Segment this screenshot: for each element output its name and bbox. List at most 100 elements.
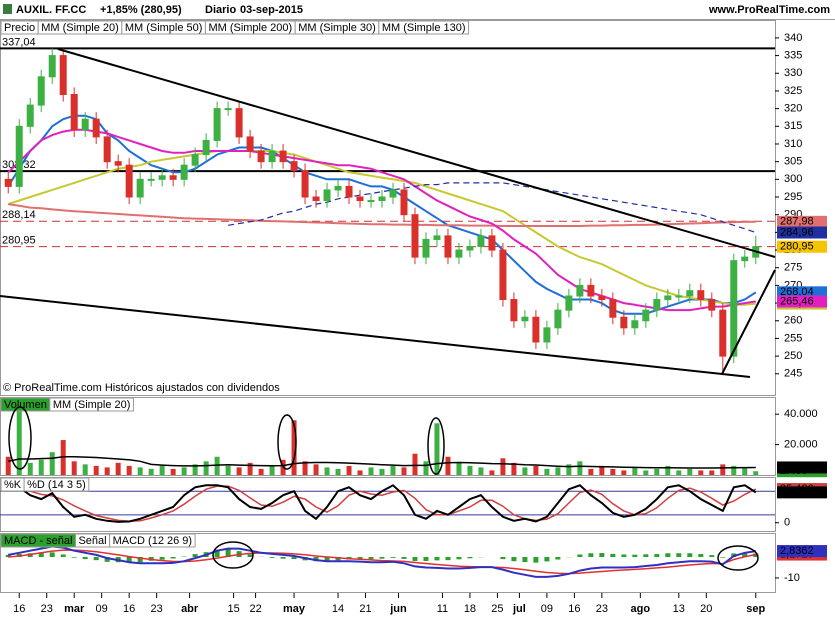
- candle-body: [389, 189, 397, 198]
- candle-body: [411, 214, 419, 258]
- legend-item: Señal: [74, 533, 111, 548]
- volume-bar: [346, 465, 352, 475]
- candle-body: [4, 178, 12, 187]
- volume-bar: [104, 467, 110, 475]
- legend-label: MACD (12 26 9): [113, 535, 192, 547]
- series-line: [8, 203, 756, 227]
- volume-bar: [225, 465, 231, 475]
- candle-body: [543, 327, 551, 343]
- candle-body: [290, 161, 298, 171]
- x-tick-label: 16: [568, 603, 580, 615]
- candle-body: [59, 55, 67, 95]
- volume-bar: [258, 468, 264, 475]
- candle-body: [70, 93, 78, 131]
- volume-bar: [71, 461, 77, 475]
- plot-layer: 2452502552602652702752802852902953003053…: [0, 20, 827, 615]
- histogram-bar: [610, 553, 616, 558]
- volume-bar: [159, 465, 165, 475]
- y-tick-label: 260: [784, 315, 802, 327]
- x-tick-label: 09: [541, 603, 553, 615]
- legend-label: Señal: [78, 535, 106, 547]
- histogram-bar: [467, 557, 473, 559]
- legend-item: %D (14 3 5): [23, 477, 90, 492]
- x-tick-label: 23: [151, 603, 163, 615]
- legend-label: %K: [4, 479, 22, 491]
- volume-bar: [126, 465, 132, 475]
- candle-body: [400, 189, 408, 216]
- volume-bar: [214, 456, 220, 475]
- histogram-bar: [49, 552, 55, 558]
- candle-body: [103, 136, 111, 163]
- legend-label: MM (Simple 30): [298, 22, 376, 34]
- candle-body: [444, 235, 452, 258]
- candle-body: [224, 108, 232, 111]
- volume-bar: [269, 465, 275, 475]
- app-icon: [3, 4, 12, 14]
- volume-bar: [544, 468, 550, 475]
- volume-bar: [687, 468, 693, 475]
- volume-bar: [16, 411, 22, 475]
- histogram-bar: [445, 557, 451, 561]
- candle-body: [422, 238, 430, 258]
- candle-body: [202, 139, 210, 156]
- candle-body: [279, 150, 287, 163]
- candle-body: [697, 290, 705, 301]
- y-tick-label: 320: [784, 103, 802, 115]
- candle-body: [653, 299, 661, 311]
- volume-bar: [170, 468, 176, 475]
- candle-body: [323, 189, 331, 202]
- candle-body: [609, 299, 617, 318]
- legend-item: MACD (12 26 9): [109, 533, 196, 548]
- volume-bar: [82, 464, 88, 475]
- legend-label: MM (Simple 50): [125, 22, 203, 34]
- histogram-bar: [621, 554, 627, 558]
- period: Diario: [205, 4, 236, 16]
- candle-body: [576, 284, 584, 297]
- histogram-bar: [665, 553, 671, 558]
- candle-body: [620, 316, 628, 329]
- volume-bar: [27, 462, 33, 475]
- candle-body: [268, 150, 276, 163]
- volume-bar: [632, 467, 638, 475]
- candle-body: [477, 235, 485, 248]
- volume-bar: [599, 465, 605, 475]
- volume-bar: [181, 467, 187, 475]
- histogram-bar: [247, 554, 253, 558]
- x-tick-label: abr: [181, 603, 199, 615]
- volume-bar: [665, 465, 671, 475]
- candle-body: [554, 309, 562, 329]
- x-tick-label: 18: [464, 603, 476, 615]
- histogram-bar: [632, 554, 638, 558]
- candle-body: [719, 309, 727, 357]
- x-tick-label: jun: [389, 603, 407, 615]
- candle-body: [235, 108, 243, 138]
- level-label: 280,95: [2, 235, 36, 247]
- candle-body: [708, 299, 716, 311]
- legend-label: MM (Simple 200): [208, 22, 292, 34]
- candle-body: [521, 316, 529, 322]
- end-label-box: [777, 486, 827, 499]
- histogram-bar: [93, 557, 99, 561]
- x-tick-label: ago: [631, 603, 651, 615]
- end-label-box: [777, 240, 827, 253]
- legend-box: [23, 477, 90, 492]
- histogram-bar: [269, 557, 275, 558]
- series-line: [7, 128, 756, 312]
- series-line: [8, 545, 756, 578]
- histogram-bar: [742, 553, 748, 558]
- y-tick-label: 0: [784, 517, 790, 529]
- candle-body: [488, 235, 496, 251]
- legend-label: Volumen: [4, 399, 47, 411]
- volume-bar: [467, 465, 473, 475]
- annotation-ellipse: [8, 406, 32, 470]
- candle-body: [301, 169, 309, 198]
- x-tick-label: sep: [746, 603, 765, 615]
- volume-bar: [390, 465, 396, 475]
- y-tick-label: 40.000: [784, 408, 818, 420]
- macd-frame: [0, 533, 776, 593]
- trend-line: [0, 295, 751, 378]
- end-label: 2,8362: [780, 545, 814, 557]
- candle-body: [15, 125, 23, 187]
- histogram-bar: [214, 549, 220, 558]
